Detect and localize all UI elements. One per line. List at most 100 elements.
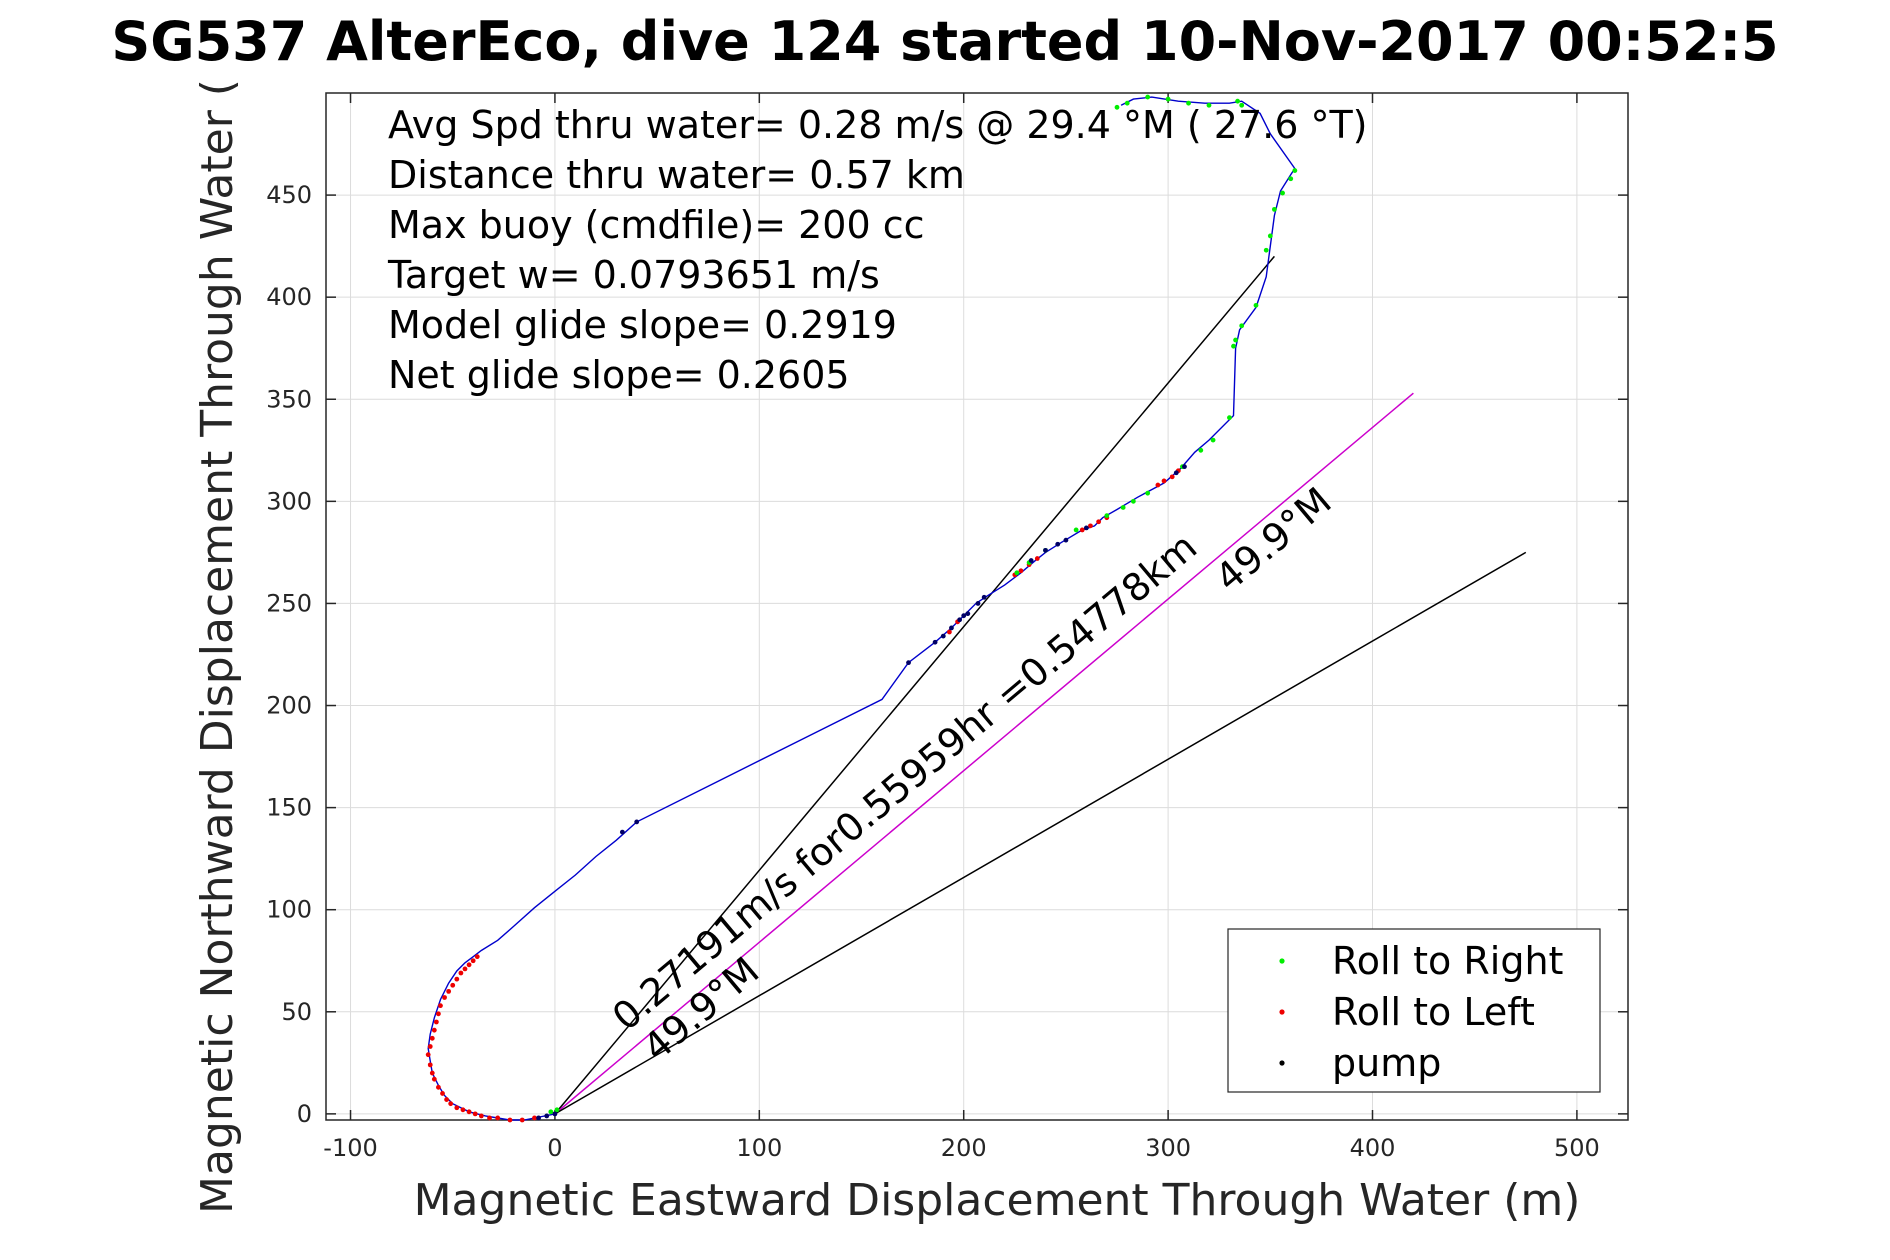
roll-right-point — [1239, 102, 1245, 108]
x-tick-label: 0 — [547, 1134, 562, 1162]
roll-right-point — [1267, 233, 1273, 239]
pump-point — [961, 613, 967, 619]
pump-point — [634, 819, 640, 825]
roll-right-point — [1235, 98, 1241, 104]
legend-label: Roll to Left — [1332, 990, 1535, 1034]
roll-left-point — [1018, 568, 1024, 574]
roll-right-point — [1165, 96, 1171, 102]
roll-left-point — [440, 1091, 445, 1096]
pump-point — [1055, 541, 1061, 547]
stats-line: Net glide slope= 0.2605 — [388, 353, 850, 397]
pump-point — [552, 1111, 558, 1117]
roll-right-point — [1239, 323, 1245, 329]
roll-right-point — [554, 1107, 560, 1113]
x-tick-label: 100 — [736, 1134, 782, 1162]
pump-point — [981, 594, 987, 600]
roll-left-point — [431, 1027, 437, 1033]
line-annotation: 0.27191m/s for0.55959hr =0.54778km — [604, 524, 1205, 1039]
legend-marker — [1279, 958, 1285, 964]
plot-series — [425, 94, 1527, 1123]
roll-right-point — [1288, 176, 1294, 182]
pump-point — [957, 617, 963, 623]
y-tick-label: 300 — [266, 487, 312, 515]
stats-line: Target w= 0.0793651 m/s — [387, 253, 880, 297]
roll-left-point — [427, 1044, 433, 1049]
roll-left-point — [436, 1011, 441, 1017]
roll-right-point — [1073, 527, 1079, 533]
roll-left-point — [427, 1062, 433, 1068]
legend-marker — [1279, 1009, 1285, 1015]
roll-left-point — [1096, 519, 1102, 525]
roll-left-point — [466, 962, 472, 968]
roll-right-point — [1114, 104, 1120, 110]
roll-right-point — [1292, 168, 1298, 173]
roll-right-point — [1210, 437, 1216, 443]
stats-line: Distance thru water= 0.57 km — [388, 153, 965, 197]
roll-left-point — [436, 1084, 441, 1090]
plot-frame — [325, 92, 1629, 1121]
roll-left-point — [431, 1076, 437, 1082]
roll-left-point — [454, 976, 460, 982]
roll-left-point — [470, 958, 476, 964]
roll-left-point — [1088, 523, 1093, 529]
roll-right-point — [1186, 100, 1191, 106]
pump-point — [965, 611, 971, 617]
roll-left-point — [429, 1070, 435, 1076]
roll-left-point — [472, 1111, 478, 1117]
chart-title: SG537 AlterEco, dive 124 started 10-Nov-… — [111, 10, 1778, 73]
y-tick-label: 400 — [266, 283, 312, 311]
roll-left-point — [487, 1115, 492, 1121]
pump-point — [1063, 537, 1069, 543]
roll-right-point — [1145, 94, 1151, 100]
x-tick-label: 200 — [941, 1134, 987, 1162]
roll-right-point — [1124, 100, 1130, 106]
stats-line: Max buoy (cmdfile)= 200 cc — [388, 203, 925, 247]
roll-right-point — [1271, 206, 1277, 212]
y-tick-label: 200 — [266, 692, 312, 720]
y-tick-label: 50 — [281, 998, 312, 1026]
roll-left-point — [1155, 482, 1161, 488]
roll-right-point — [548, 1109, 554, 1115]
legend-label: pump — [1332, 1041, 1441, 1085]
line-annotation: 49.9°M — [1207, 479, 1340, 600]
x-tick-label: 400 — [1350, 1134, 1396, 1162]
roll-right-point — [1120, 505, 1126, 510]
roll-left-point — [1161, 478, 1167, 484]
roll-right-point — [1280, 190, 1285, 196]
roll-left-point — [507, 1117, 513, 1123]
roll-left-point — [462, 966, 468, 972]
x-tick-label: 300 — [1145, 1134, 1191, 1162]
line-course-over-ground — [554, 255, 1275, 1115]
roll-left-point — [450, 982, 456, 988]
roll-left-point — [446, 988, 452, 994]
roll-left-point — [448, 1101, 454, 1107]
y-tick-label: 100 — [266, 896, 312, 924]
roll-right-point — [1145, 490, 1151, 496]
roll-left-point — [947, 629, 952, 635]
pump-point — [536, 1115, 541, 1121]
pump-point — [1028, 558, 1034, 563]
roll-left-point — [425, 1052, 431, 1058]
roll-left-point — [442, 995, 447, 1000]
roll-right-point — [1253, 302, 1259, 308]
y-tick-label: 350 — [266, 385, 312, 413]
x-tick-label: -100 — [323, 1134, 377, 1162]
roll-right-point — [1231, 343, 1236, 349]
line-net-track — [554, 392, 1414, 1115]
legend-marker — [1279, 1060, 1285, 1066]
line-model-glide — [554, 551, 1527, 1115]
roll-left-point — [429, 1035, 435, 1041]
roll-left-point — [438, 1003, 443, 1009]
legend: Roll to Right Roll to Left pump — [1227, 928, 1601, 1093]
roll-right-point — [1130, 498, 1136, 504]
roll-right-point — [1227, 415, 1232, 421]
roll-right-point — [1206, 102, 1212, 108]
pump-point — [906, 660, 911, 666]
legend-label: Roll to Right — [1332, 939, 1563, 983]
pump-point — [1173, 470, 1179, 476]
roll-left-point — [460, 1107, 466, 1113]
stats-line: Avg Spd thru water= 0.28 m/s @ 29.4 °M (… — [388, 103, 1368, 147]
y-axis-label: Magnetic Northward Displacement Through … — [192, 79, 243, 1214]
pump-point — [932, 639, 938, 645]
pump-point — [1182, 464, 1187, 470]
